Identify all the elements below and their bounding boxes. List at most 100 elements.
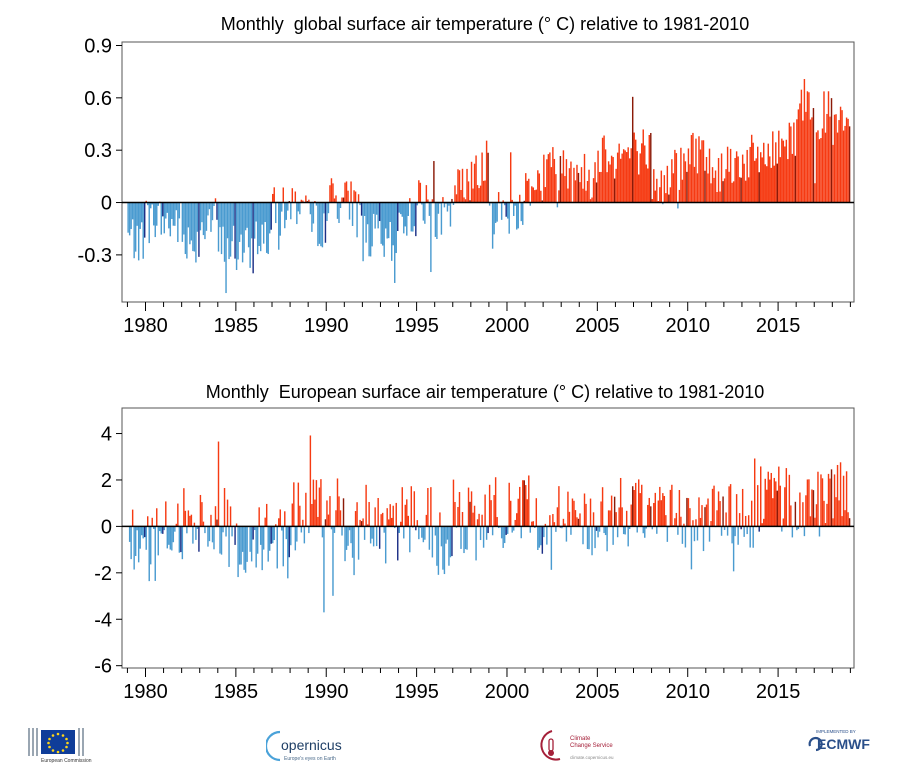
europe-bar: [410, 486, 413, 527]
global-bar: [321, 202, 324, 248]
europe-bar: [503, 526, 506, 544]
global-bar: [708, 148, 711, 203]
global-bar: [711, 167, 714, 203]
global-bar: [419, 182, 422, 203]
europe-bar: [735, 494, 738, 527]
global-bar: [732, 181, 735, 203]
europe-bar: [458, 492, 461, 527]
global-bar: [368, 202, 370, 257]
europe-y-tick-label: -6: [94, 656, 112, 678]
global-bar: [755, 158, 757, 203]
global-bar: [559, 156, 562, 203]
europe-bar: [249, 526, 251, 552]
europe-bar: [434, 526, 437, 536]
europe-bar: [836, 464, 839, 527]
global-bar: [291, 188, 294, 203]
europe-bar: [606, 526, 608, 552]
europe-bar: [574, 510, 577, 527]
global-bar: [381, 202, 384, 246]
europe-bar: [332, 526, 334, 596]
global-bar: [428, 202, 431, 216]
europe-bar: [815, 504, 818, 527]
europe-bar: [186, 526, 188, 534]
global-bar: [513, 202, 515, 216]
global-bar: [568, 168, 571, 203]
europe-bar: [802, 502, 804, 527]
global-bar: [592, 178, 595, 203]
global-x-tick-label: 1995: [394, 315, 439, 337]
global-bar: [442, 197, 444, 203]
global-bar: [839, 106, 842, 203]
europe-bar: [535, 498, 538, 527]
global-bar: [558, 190, 560, 203]
europe-bar: [443, 526, 446, 575]
europe-x-tick-label: 1980: [123, 681, 168, 703]
europe-bar: [143, 526, 146, 538]
global-bar: [296, 202, 298, 225]
europe-bar: [219, 526, 221, 554]
global-bar: [845, 117, 848, 203]
europe-bar: [162, 526, 164, 534]
europe-bar: [785, 468, 788, 527]
europe-bar: [674, 518, 676, 527]
chart-title-europe: Monthly European surface air temperature…: [205, 382, 765, 402]
global-bar: [503, 202, 506, 206]
global-bar: [142, 202, 144, 259]
global-bar: [261, 202, 263, 225]
global-bar: [446, 202, 449, 212]
europe-bar: [246, 526, 248, 562]
global-bar: [324, 202, 327, 243]
europe-bar: [589, 498, 592, 527]
global-bar: [773, 165, 776, 203]
global-bar: [437, 202, 440, 214]
europe-bar: [241, 526, 244, 552]
europe-bar: [415, 526, 417, 531]
europe-bar: [531, 521, 533, 527]
europe-bar: [817, 471, 819, 527]
global-bar: [162, 202, 164, 217]
europe-bar: [265, 503, 268, 527]
europe-bar: [577, 518, 580, 527]
europe-bar: [258, 507, 260, 527]
europe-bar: [362, 518, 364, 527]
global-bar: [776, 163, 779, 203]
europe-bar: [142, 526, 144, 539]
europe-bar: [308, 526, 310, 534]
global-bar: [586, 180, 589, 203]
global-bar: [717, 158, 720, 203]
europe-bar: [378, 526, 381, 549]
europe-bar: [588, 526, 590, 550]
global-bar: [638, 174, 640, 203]
europe-bar: [690, 526, 693, 570]
europe-bar: [231, 526, 233, 537]
global-bar: [532, 187, 535, 203]
global-bar: [809, 119, 812, 203]
global-bar: [228, 202, 230, 260]
global-bar: [753, 160, 756, 203]
c3s-line2: Change Service: [570, 743, 613, 749]
global-bar: [591, 197, 593, 203]
europe-x-tick-label: 1995: [394, 681, 439, 703]
europe-bar: [562, 518, 565, 527]
europe-bar: [174, 526, 176, 532]
europe-bar: [502, 526, 504, 548]
europe-bar: [571, 498, 574, 527]
global-bar: [817, 130, 819, 203]
global-bar: [565, 159, 568, 203]
global-bar: [684, 161, 687, 203]
global-bar: [690, 135, 693, 203]
global-bar: [781, 138, 783, 203]
europe-bar: [335, 510, 337, 527]
europe-bar: [281, 526, 283, 531]
global-bar: [628, 158, 631, 203]
europe-bar: [478, 513, 480, 527]
global-bar: [315, 202, 318, 206]
global-bar: [198, 202, 200, 257]
global-bar: [677, 202, 679, 209]
europe-bar: [635, 482, 637, 527]
global-bar: [199, 202, 202, 231]
europe-bar: [302, 519, 304, 527]
europe-bar: [799, 492, 801, 527]
europe-bar: [621, 507, 623, 527]
global-bar: [597, 150, 599, 203]
